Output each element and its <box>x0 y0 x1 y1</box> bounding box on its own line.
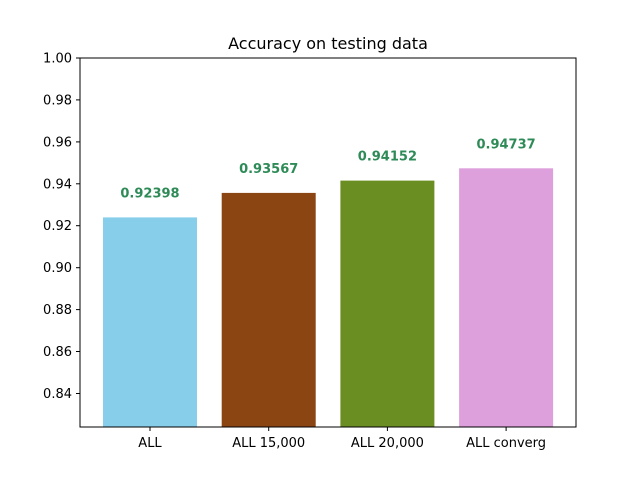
y-tick-label: 1.00 <box>43 52 72 67</box>
y-tick-label: 0.98 <box>43 93 72 108</box>
y-tick-label: 0.90 <box>43 261 72 276</box>
y-tick-label: 0.94 <box>43 177 72 192</box>
y-tick-label: 0.86 <box>43 345 72 360</box>
bar-value-label: 0.94737 <box>476 137 535 152</box>
x-tick-label: ALL <box>138 436 162 451</box>
bar-value-label: 0.92398 <box>120 186 179 201</box>
x-axis: ALL ALL 15,000 ALL 20,000 ALL converg <box>138 427 546 451</box>
y-tick-label: 0.84 <box>43 387 72 402</box>
plot-frame <box>79 57 577 428</box>
bar-3 <box>340 180 435 427</box>
bars-group <box>103 168 554 428</box>
bar-value-label: 0.93567 <box>239 162 298 177</box>
chart-title: Accuracy on testing data <box>228 34 428 53</box>
y-tick-label: 0.88 <box>43 303 72 318</box>
x-tick-label: ALL 20,000 <box>351 436 424 451</box>
bar-value-label: 0.94152 <box>358 150 417 165</box>
bar-4 <box>459 168 554 428</box>
bar-1 <box>103 217 197 427</box>
y-tick-label: 0.92 <box>43 219 72 234</box>
x-tick-label: ALL converg <box>466 436 546 451</box>
x-tick-label: ALL 15,000 <box>232 436 305 451</box>
bar-2 <box>221 192 316 427</box>
y-axis: 0.84 0.86 0.88 0.90 0.92 0.94 0.96 0.98 1.00 <box>43 52 80 402</box>
y-tick-label: 0.96 <box>43 135 72 150</box>
value-labels-group: 0.92398 0.93567 0.94152 0.94737 <box>120 137 535 201</box>
